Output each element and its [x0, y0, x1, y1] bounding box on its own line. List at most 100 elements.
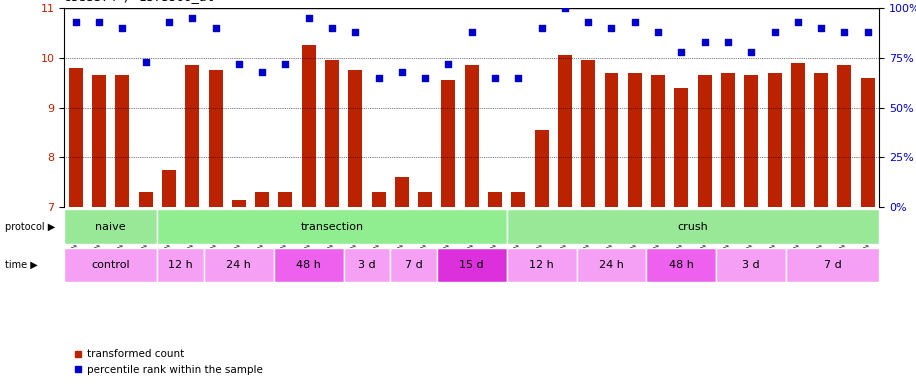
Point: [442, 61, 456, 67]
Point: [791, 18, 805, 25]
Point: [813, 25, 828, 31]
Point: [627, 18, 642, 25]
Text: 48 h: 48 h: [296, 260, 322, 270]
Bar: [419, 192, 432, 207]
Text: crush: crush: [678, 222, 708, 232]
Bar: [256, 192, 269, 207]
Point: [324, 25, 339, 31]
Point: [278, 61, 293, 67]
Bar: [372, 192, 386, 207]
Legend: transformed count, percentile rank within the sample: transformed count, percentile rank withi…: [70, 345, 267, 379]
Text: 3 d: 3 d: [358, 260, 376, 270]
Text: 12 h: 12 h: [169, 260, 193, 270]
Point: [697, 38, 712, 45]
Text: 15 d: 15 d: [460, 260, 484, 270]
Bar: [325, 60, 339, 207]
Bar: [861, 78, 875, 207]
FancyBboxPatch shape: [204, 248, 274, 282]
FancyBboxPatch shape: [647, 248, 716, 282]
Point: [92, 18, 106, 25]
Bar: [442, 80, 455, 207]
Point: [721, 38, 736, 45]
Point: [581, 18, 595, 25]
Text: 24 h: 24 h: [599, 260, 624, 270]
Point: [674, 48, 689, 55]
Bar: [209, 70, 223, 207]
Text: transection: transection: [300, 222, 364, 232]
Point: [161, 18, 176, 25]
Bar: [301, 45, 316, 207]
FancyBboxPatch shape: [507, 209, 879, 244]
Point: [744, 48, 758, 55]
Text: 7 d: 7 d: [405, 260, 422, 270]
Point: [534, 25, 549, 31]
Bar: [278, 192, 292, 207]
Bar: [745, 75, 758, 207]
FancyBboxPatch shape: [64, 248, 158, 282]
FancyBboxPatch shape: [64, 209, 158, 244]
Point: [837, 28, 852, 35]
Text: 7 d: 7 d: [823, 260, 842, 270]
Bar: [627, 73, 642, 207]
Bar: [605, 73, 618, 207]
Bar: [93, 75, 106, 207]
FancyBboxPatch shape: [576, 248, 647, 282]
Bar: [582, 60, 595, 207]
Bar: [768, 73, 781, 207]
FancyBboxPatch shape: [786, 248, 879, 282]
FancyBboxPatch shape: [390, 248, 437, 282]
FancyBboxPatch shape: [507, 248, 576, 282]
Bar: [651, 75, 665, 207]
Bar: [558, 55, 572, 207]
Bar: [69, 68, 82, 207]
Point: [487, 74, 502, 81]
Point: [511, 74, 526, 81]
Text: time ▶: time ▶: [5, 260, 38, 270]
Bar: [348, 70, 362, 207]
Point: [605, 25, 619, 31]
Point: [185, 15, 200, 21]
Bar: [791, 63, 805, 207]
Bar: [698, 75, 712, 207]
FancyBboxPatch shape: [158, 248, 204, 282]
Point: [371, 74, 386, 81]
Bar: [138, 192, 153, 207]
Bar: [535, 130, 549, 207]
Point: [69, 18, 83, 25]
Text: 3 d: 3 d: [743, 260, 760, 270]
FancyBboxPatch shape: [158, 209, 507, 244]
Point: [138, 58, 153, 65]
Text: 48 h: 48 h: [669, 260, 693, 270]
Bar: [488, 192, 502, 207]
Bar: [674, 88, 688, 207]
Point: [232, 61, 246, 67]
Text: 12 h: 12 h: [529, 260, 554, 270]
FancyBboxPatch shape: [437, 248, 507, 282]
Point: [558, 5, 572, 11]
FancyBboxPatch shape: [716, 248, 786, 282]
Point: [395, 68, 409, 74]
Bar: [511, 192, 525, 207]
Bar: [162, 170, 176, 207]
Text: naive: naive: [95, 222, 126, 232]
FancyBboxPatch shape: [274, 248, 344, 282]
Bar: [814, 73, 828, 207]
Bar: [837, 65, 851, 207]
Text: control: control: [92, 260, 130, 270]
Point: [860, 28, 875, 35]
Bar: [395, 177, 409, 207]
Bar: [115, 75, 129, 207]
Point: [348, 28, 363, 35]
Point: [208, 25, 223, 31]
Point: [650, 28, 665, 35]
Bar: [721, 73, 735, 207]
Bar: [185, 65, 199, 207]
Bar: [232, 200, 245, 207]
Point: [464, 28, 479, 35]
Point: [255, 68, 269, 74]
Point: [768, 28, 782, 35]
Point: [301, 15, 316, 21]
Point: [115, 25, 130, 31]
Text: protocol ▶: protocol ▶: [5, 222, 55, 232]
Text: GDS3374 / 1373566_at: GDS3374 / 1373566_at: [64, 0, 214, 3]
